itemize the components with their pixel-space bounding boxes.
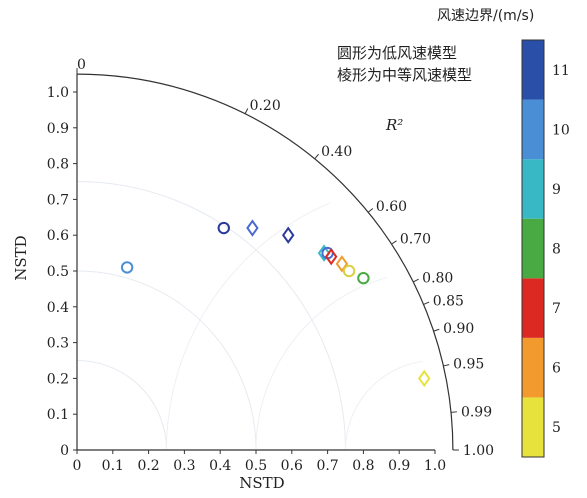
colorbar-tick-2: 7 bbox=[552, 301, 561, 317]
r2-tick-label-3: 0.60 bbox=[376, 199, 407, 215]
nstd-grid-arc-1 bbox=[76, 270, 257, 451]
colorbar-tick-0: 5 bbox=[552, 420, 561, 436]
y-tick-label-4: 0.4 bbox=[47, 300, 69, 316]
legend-line-circle: 圆形为低风速模型 bbox=[337, 44, 457, 62]
r2-axis-title: R² bbox=[385, 116, 403, 134]
point-diamond-3 bbox=[281, 226, 295, 244]
rmsd-grid-arc-1 bbox=[255, 277, 388, 451]
colorbar-segment-5 bbox=[522, 99, 544, 160]
colorbar-frame bbox=[521, 39, 545, 458]
r2-tick-label-0: 0 bbox=[77, 57, 86, 73]
y-tick-label-9: 0.9 bbox=[47, 121, 69, 137]
x-tick-label-7: 0.7 bbox=[316, 458, 338, 474]
colorbar-tick-1: 6 bbox=[552, 361, 561, 377]
x-axis-title: NSTD bbox=[239, 474, 284, 492]
nstd-grid-arc-0 bbox=[76, 360, 167, 451]
r2-tick-label-9: 0.99 bbox=[461, 404, 492, 420]
colorbar-segment-2 bbox=[522, 278, 544, 338]
rmsd-grid-arc-0 bbox=[345, 360, 423, 451]
x-tick-label-2: 0.2 bbox=[137, 458, 159, 474]
r2-tick-label-2: 0.40 bbox=[321, 144, 352, 160]
rmsd-grid-arc-2 bbox=[166, 202, 331, 451]
x-tick-label-5: 0.5 bbox=[245, 458, 267, 474]
y-tick-label-2: 0.2 bbox=[47, 371, 69, 387]
y-tick-label-6: 0.6 bbox=[47, 228, 69, 244]
colorbar-segment-4 bbox=[522, 159, 544, 219]
point-circle-1 bbox=[217, 221, 230, 235]
point-diamond-4 bbox=[317, 244, 331, 262]
r2-tick-label-1: 0.20 bbox=[250, 98, 281, 114]
outer-arc bbox=[76, 73, 454, 451]
colorbar-tick-4: 9 bbox=[552, 182, 561, 198]
colorbar-segment-6 bbox=[522, 40, 544, 100]
colorbar: 5 6 7 8 9 10 11 bbox=[521, 39, 570, 458]
x-tick-label-8: 0.8 bbox=[352, 458, 374, 474]
colorbar-tick-6: 11 bbox=[552, 63, 570, 79]
y-tick-label-8: 0.8 bbox=[47, 157, 69, 173]
y-axis-title: NSTD bbox=[12, 235, 30, 280]
data-points bbox=[120, 219, 431, 388]
point-diamond-7 bbox=[335, 255, 349, 273]
r2-tick-label-5: 0.80 bbox=[422, 270, 453, 286]
colorbar-tick-5: 10 bbox=[552, 122, 570, 138]
colorbar-tick-3: 8 bbox=[552, 242, 561, 258]
r2-tick-mark-7 bbox=[433, 328, 440, 332]
r2-tick-mark-4 bbox=[391, 240, 397, 245]
r2-tick-mark-1 bbox=[244, 108, 249, 115]
colorbar-segment-0 bbox=[522, 397, 544, 457]
x-tick-label-0: 0 bbox=[73, 458, 82, 474]
y-tick-label-5: 0.5 bbox=[47, 264, 69, 280]
y-tick-label-1: 0.1 bbox=[47, 407, 69, 423]
x-tick-label-1: 0.1 bbox=[102, 458, 124, 474]
x-tick-label-3: 0.3 bbox=[173, 458, 195, 474]
point-diamond-10 bbox=[418, 369, 431, 388]
r2-tick-label-10: 1.00 bbox=[463, 443, 494, 459]
r2-tick-label-6: 0.85 bbox=[433, 294, 464, 310]
y-tick-label-0: 0 bbox=[60, 443, 69, 459]
colorbar-segment-3 bbox=[522, 218, 544, 279]
r2-tick-label-4: 0.70 bbox=[400, 232, 431, 248]
r2-tick-mark-3 bbox=[367, 208, 374, 213]
point-diamond-6 bbox=[324, 247, 338, 266]
r2-tick-mark-5 bbox=[412, 278, 419, 283]
axes bbox=[73, 68, 459, 454]
r2-tick-label-7: 0.90 bbox=[443, 321, 474, 337]
colorbar-title: 风速边界/(m/s) bbox=[437, 8, 534, 24]
r2-tick-label-8: 0.95 bbox=[453, 357, 484, 373]
y-tick-label-3: 0.3 bbox=[47, 336, 69, 352]
r2-title-text: R² bbox=[385, 116, 403, 134]
legend-line-diamond: 棱形为中等风速模型 bbox=[337, 66, 472, 84]
background-gridlines bbox=[76, 181, 423, 451]
y-tick-label-7: 0.7 bbox=[47, 192, 69, 208]
y-tick-label-10: 1.0 bbox=[47, 85, 69, 101]
point-diamond-2 bbox=[246, 219, 259, 237]
point-circle-8 bbox=[342, 264, 356, 278]
colorbar-segment-1 bbox=[522, 337, 544, 398]
r2-tick-mark-8 bbox=[443, 364, 450, 367]
nstd-grid-arc-2 bbox=[76, 181, 346, 451]
r2-tick-mark-9 bbox=[450, 411, 458, 413]
x-tick-label-10: 1.0 bbox=[424, 458, 446, 474]
r2-tick-mark-2 bbox=[314, 153, 319, 160]
point-circle-0 bbox=[120, 261, 134, 274]
x-tick-label-6: 0.6 bbox=[281, 458, 303, 474]
x-tick-label-9: 0.9 bbox=[388, 458, 410, 474]
tick-labels: 0 0.1 0.2 0.3 0.4 0.5 0.6 0.7 0.8 0.9 1.000.10.20.… bbox=[47, 57, 494, 474]
x-tick-label-4: 0.4 bbox=[209, 458, 231, 474]
r2-tick-mark-6 bbox=[423, 301, 430, 305]
point-circle-9 bbox=[357, 271, 370, 285]
